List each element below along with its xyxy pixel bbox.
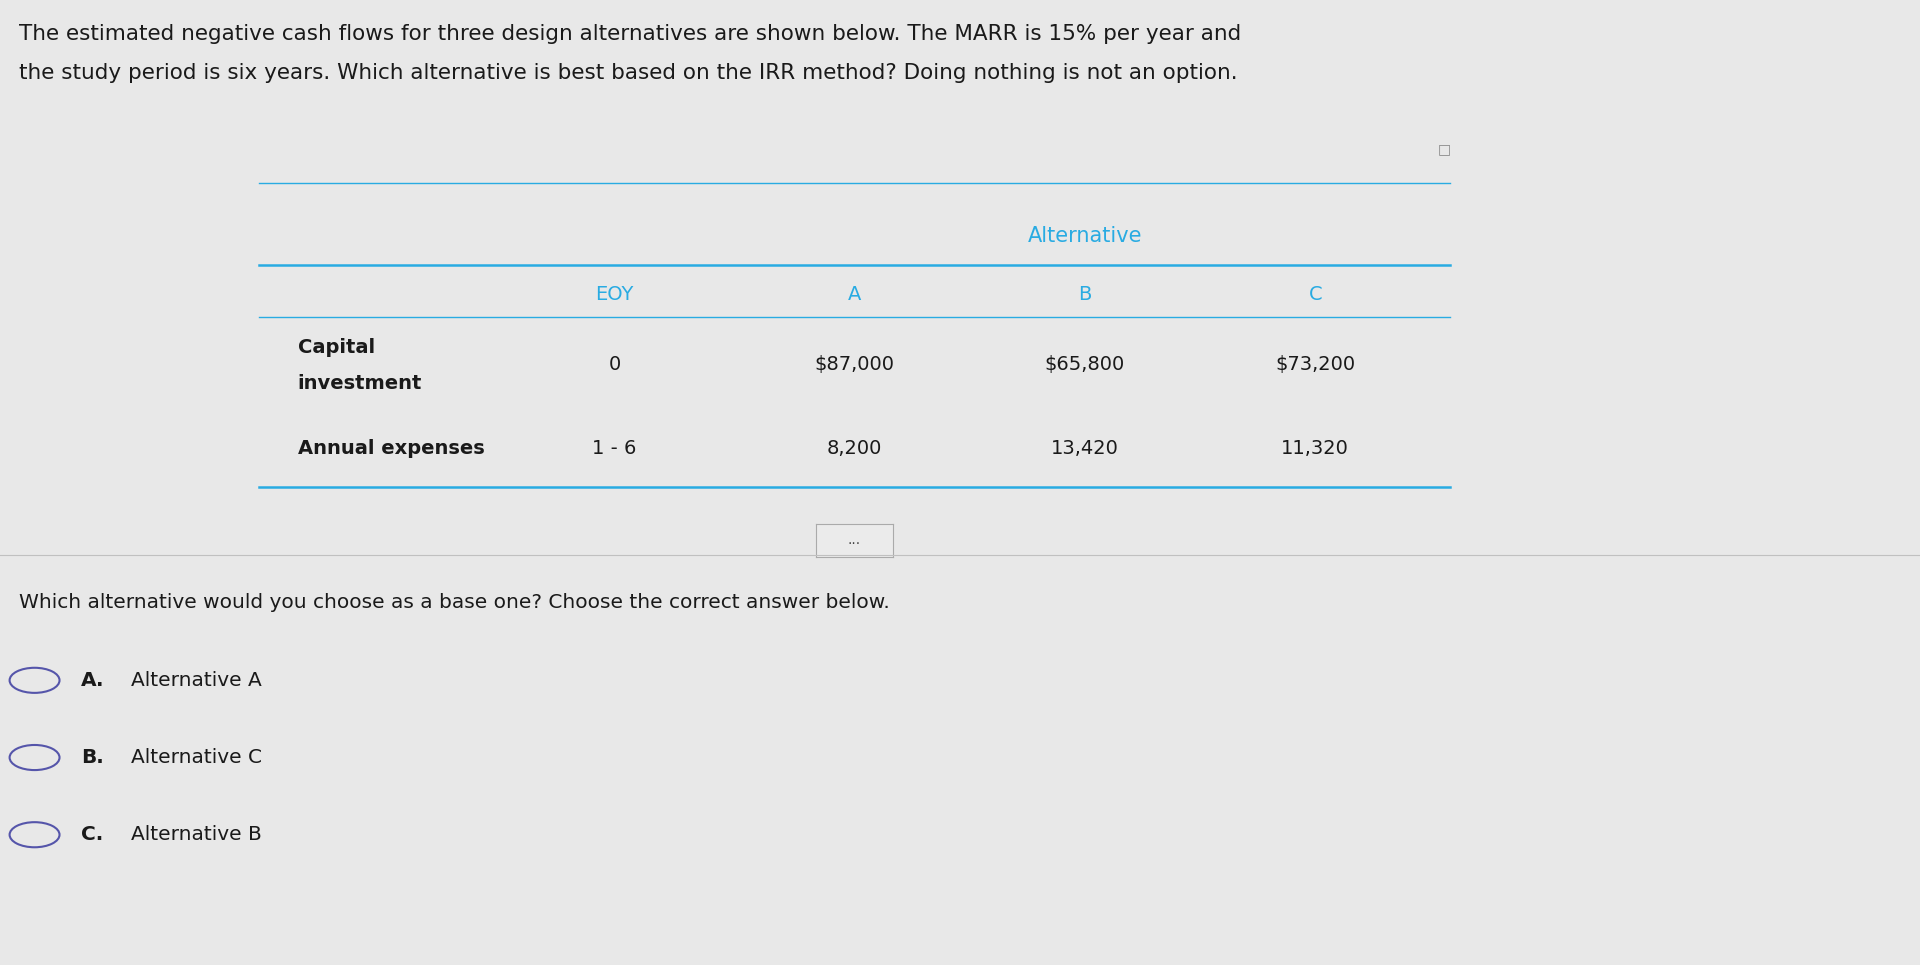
Text: The estimated negative cash flows for three design alternatives are shown below.: The estimated negative cash flows for th…: [19, 24, 1242, 44]
Text: C: C: [1308, 285, 1323, 304]
Text: □: □: [1438, 143, 1450, 156]
Text: 8,200: 8,200: [828, 439, 881, 458]
Text: 11,320: 11,320: [1281, 439, 1350, 458]
Text: ...: ...: [849, 534, 860, 547]
Text: $73,200: $73,200: [1275, 355, 1356, 374]
Text: 0: 0: [609, 355, 620, 374]
Text: EOY: EOY: [595, 285, 634, 304]
Text: A.: A.: [81, 671, 104, 690]
Text: C.: C.: [81, 825, 104, 844]
Text: B.: B.: [81, 748, 104, 767]
Text: investment: investment: [298, 373, 422, 393]
Text: 13,420: 13,420: [1050, 439, 1119, 458]
Text: Alternative: Alternative: [1027, 227, 1142, 246]
Text: Capital: Capital: [298, 338, 374, 357]
Text: Alternative C: Alternative C: [131, 748, 261, 767]
Text: B: B: [1079, 285, 1091, 304]
Text: Which alternative would you choose as a base one? Choose the correct answer belo: Which alternative would you choose as a …: [19, 593, 891, 613]
Text: Annual expenses: Annual expenses: [298, 439, 484, 458]
Text: Alternative B: Alternative B: [131, 825, 261, 844]
Text: 1 - 6: 1 - 6: [591, 439, 637, 458]
Text: $87,000: $87,000: [814, 355, 895, 374]
Text: A: A: [849, 285, 860, 304]
Text: the study period is six years. Which alternative is best based on the IRR method: the study period is six years. Which alt…: [19, 63, 1238, 83]
Text: Alternative A: Alternative A: [131, 671, 261, 690]
Text: $65,800: $65,800: [1044, 355, 1125, 374]
